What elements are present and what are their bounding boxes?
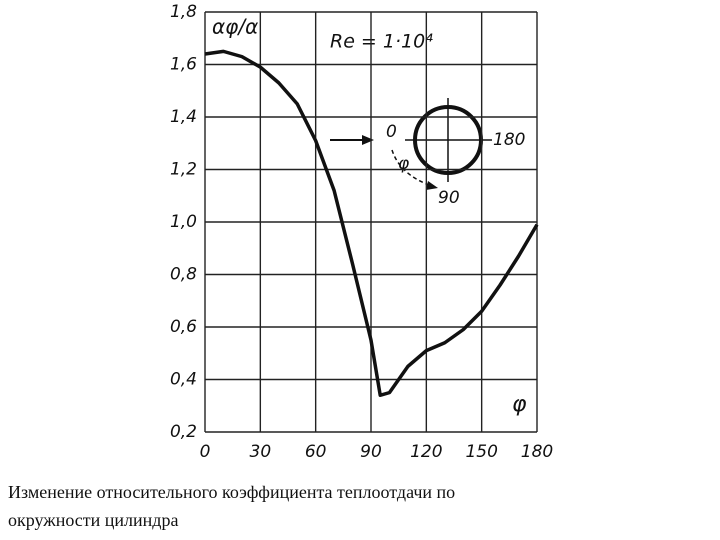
diagram-label: 180 bbox=[493, 130, 525, 150]
caption-line: окружности цилиндра bbox=[8, 510, 179, 530]
x-tick-label: 0 bbox=[200, 442, 211, 462]
caption-line: Изменение относительного коэффициента те… bbox=[8, 482, 456, 502]
x-tick-label: 60 bbox=[305, 442, 327, 462]
y-tick-label: 0,8 bbox=[170, 265, 197, 285]
x-tick-label: 180 bbox=[521, 442, 553, 462]
x-axis-label: φ bbox=[512, 392, 527, 417]
diagram-label: 90 bbox=[438, 188, 460, 208]
y-tick-label: 1,4 bbox=[170, 107, 197, 127]
diagram-label: 0 bbox=[386, 122, 397, 142]
x-tick-label: 120 bbox=[410, 442, 442, 462]
data-line bbox=[204, 49, 539, 397]
y-tick-label: 1,6 bbox=[170, 55, 197, 75]
y-tick-label: 1,0 bbox=[170, 212, 197, 232]
chart: 0 180 90 φ αφ/α Re = 1·10⁴ φ 0,2 0,4 0,6 0,… bbox=[170, 2, 553, 462]
y-tick-label: 1,8 bbox=[170, 2, 197, 22]
y-axis-label: αφ/α bbox=[212, 15, 258, 39]
y-tick-label: 0,6 bbox=[170, 317, 197, 337]
y-tick-label: 1,2 bbox=[170, 160, 197, 180]
arrowhead bbox=[362, 135, 374, 145]
x-tick-label: 150 bbox=[465, 442, 497, 462]
y-tick-label: 0,2 bbox=[170, 422, 197, 442]
cylinder-diagram bbox=[330, 98, 492, 190]
x-tick-label: 30 bbox=[250, 442, 272, 462]
x-tick-label: 90 bbox=[360, 442, 382, 462]
diagram-label: φ bbox=[398, 154, 410, 174]
annotation: Re = 1·10⁴ bbox=[330, 31, 433, 53]
y-tick-label: 0,4 bbox=[170, 370, 197, 390]
arrowhead bbox=[426, 181, 438, 190]
